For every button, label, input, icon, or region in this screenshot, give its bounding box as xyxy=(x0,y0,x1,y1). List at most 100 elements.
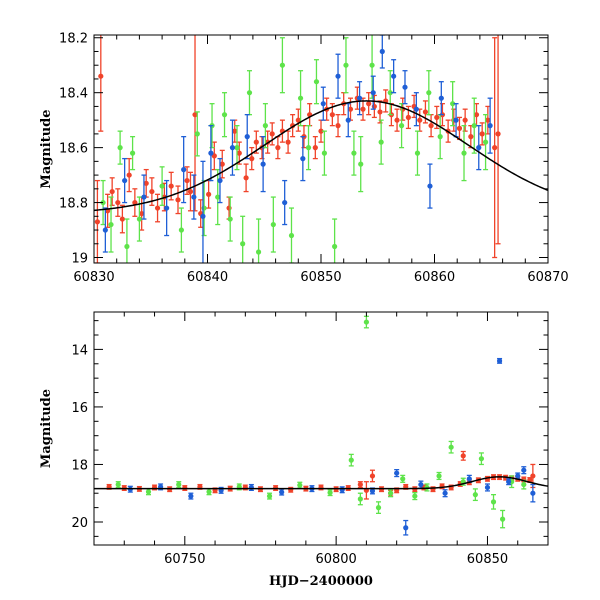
data-point-blue-16 xyxy=(506,478,512,486)
data-point-green-27 xyxy=(343,37,349,94)
data-point-green-17 xyxy=(448,440,454,454)
data-point-green-19 xyxy=(472,488,478,502)
y-tick-label-2: 18 xyxy=(71,458,88,473)
data-point-red-4 xyxy=(115,188,121,217)
bottom-panel: 60750 60800 60850 14 16 18 20 Magnitude HJD−2400… xyxy=(39,311,549,589)
data-point-green-35 xyxy=(426,70,432,116)
data-point-red-37 xyxy=(307,103,313,127)
data-point-red-24 xyxy=(236,141,242,165)
data-point-green-31 xyxy=(378,119,384,165)
data-point-green-22 xyxy=(297,70,304,127)
data-point-green-3 xyxy=(206,488,212,496)
data-point-green-3 xyxy=(124,218,130,263)
data-point-blue-21 xyxy=(402,70,408,105)
data-point-green-12 xyxy=(221,92,228,138)
data-point-blue-20 xyxy=(391,59,397,94)
data-point-blue-13 xyxy=(300,135,306,182)
data-point-green-16 xyxy=(246,70,253,116)
data-point-green-0 xyxy=(115,481,121,489)
y-axis-label: Magnitude xyxy=(39,109,54,188)
data-point-green-16 xyxy=(436,471,442,481)
x-tick-label-0: 60830 xyxy=(73,270,114,285)
data-point-green-7 xyxy=(327,489,333,497)
data-point-green-24 xyxy=(313,59,320,105)
data-point-green-29 xyxy=(358,135,364,193)
data-point-green-21 xyxy=(490,494,497,510)
data-point-green-0 xyxy=(100,179,106,226)
data-point-green-26 xyxy=(332,218,338,263)
data-point-green-4 xyxy=(129,135,136,171)
data-point-blue-24 xyxy=(438,81,444,116)
data-point-blue-15 xyxy=(335,53,341,99)
data-point-blue-12 xyxy=(282,179,288,226)
data-point-blue-5 xyxy=(279,488,285,496)
data-point-blue-6 xyxy=(200,160,206,263)
data-point-green-13 xyxy=(227,196,233,242)
data-point-red-3 xyxy=(109,177,115,206)
data-point-red-27 xyxy=(253,130,259,154)
data-point-green-11 xyxy=(375,501,382,515)
data-point-green-38 xyxy=(461,125,467,182)
data-point-red-70 xyxy=(495,35,501,245)
data-point-blue-4 xyxy=(181,135,187,204)
data-point-blue-12 xyxy=(442,489,448,498)
series-green xyxy=(115,315,527,529)
data-point-red-44 xyxy=(347,97,354,121)
data-point-blue-23 xyxy=(427,163,433,209)
y-tick-label-0: 14 xyxy=(71,343,88,358)
data-point-red-42 xyxy=(335,114,341,138)
data-point-red-57 xyxy=(422,100,429,124)
x-tick-label-3: 60860 xyxy=(414,270,455,285)
axis-ticks xyxy=(93,35,549,263)
data-point-blue-16 xyxy=(345,103,351,138)
data-point-green-37 xyxy=(450,81,456,127)
data-point-blue-19 xyxy=(379,35,385,69)
data-point-green-40 xyxy=(482,114,489,171)
data-point-red-1 xyxy=(98,35,104,132)
data-point-green-2 xyxy=(117,130,123,165)
data-point-red-30 xyxy=(269,122,275,146)
y-axis-label: Magnitude xyxy=(39,389,54,468)
data-point-red-17 xyxy=(357,481,363,489)
y-tick-label-1: 18.4 xyxy=(59,87,88,102)
data-point-red-47 xyxy=(366,92,372,116)
data-point-blue-0 xyxy=(102,207,108,253)
x-tick-label-1: 60800 xyxy=(315,552,356,567)
y-tick-label-3: 20 xyxy=(71,516,88,531)
data-point-green-14 xyxy=(412,491,418,501)
y-tick-label-4: 19 xyxy=(71,252,88,267)
plot-frame xyxy=(93,311,549,546)
series-blue xyxy=(102,35,493,263)
data-point-red-64 xyxy=(462,108,468,132)
data-point-red-56 xyxy=(417,108,423,132)
x-tick-label-2: 60850 xyxy=(467,552,508,567)
data-point-green-10 xyxy=(363,315,369,329)
data-point-red-0 xyxy=(94,179,101,263)
data-point-green-15 xyxy=(240,215,246,263)
data-point-red-34 xyxy=(496,474,503,481)
data-point-green-19 xyxy=(270,196,276,253)
data-point-green-23 xyxy=(305,125,312,171)
data-point-blue-9 xyxy=(394,468,400,478)
data-point-red-50 xyxy=(383,89,389,113)
data-point-blue-18 xyxy=(521,466,527,475)
data-point-blue-10 xyxy=(244,114,250,160)
data-point-red-38 xyxy=(312,135,318,160)
data-point-blue-26 xyxy=(476,125,482,171)
x-tick-label-4: 60870 xyxy=(527,270,568,285)
data-point-red-25 xyxy=(243,163,249,193)
data-point-blue-2 xyxy=(141,174,147,220)
data-point-red-52 xyxy=(394,108,400,132)
data-point-red-22 xyxy=(226,196,232,220)
data-point-red-58 xyxy=(428,114,434,138)
data-point-blue-7 xyxy=(339,486,345,494)
data-point-green-21 xyxy=(288,207,295,263)
data-point-green-9 xyxy=(357,492,363,506)
data-point-green-5 xyxy=(266,492,273,500)
data-point-green-25 xyxy=(321,130,328,176)
data-point-blue-3 xyxy=(164,179,170,237)
data-point-green-1 xyxy=(108,196,114,253)
x-axis-label: HJD−2400000 xyxy=(269,574,373,589)
data-point-red-5 xyxy=(119,204,125,234)
data-point-blue-7 xyxy=(208,125,214,182)
